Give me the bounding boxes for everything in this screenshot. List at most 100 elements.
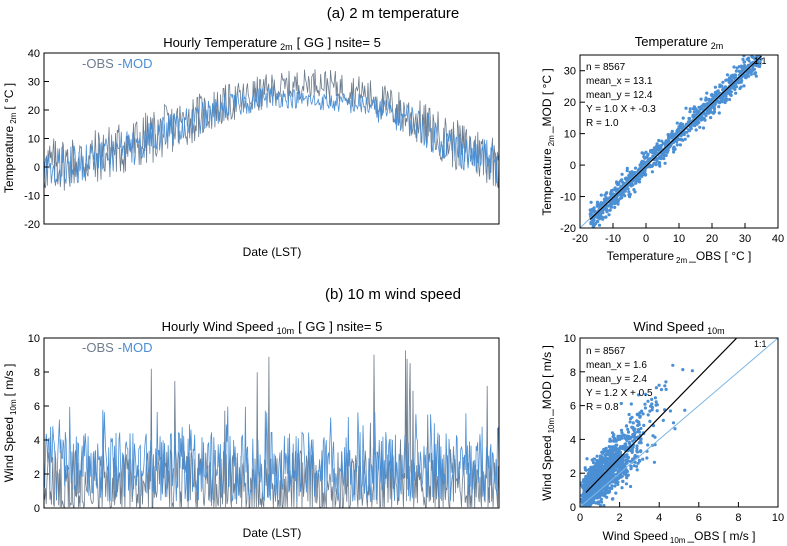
sc-b-point (625, 476, 629, 480)
sc-a-point (599, 201, 603, 205)
sc-b-ticks: 0 2 4 6 8 10 0 2 4 6 8 10 (564, 333, 784, 524)
sc-b-point (624, 459, 628, 463)
ts-a-ylabel-sub: 2m (9, 112, 18, 123)
sc-a-point (721, 80, 725, 84)
sc-a-point (648, 165, 652, 169)
sc-b-point (624, 482, 629, 486)
sc-a-point (656, 147, 660, 151)
sc-b-point (601, 465, 605, 470)
sc-b-point (607, 490, 612, 494)
sc-a-point (694, 128, 698, 132)
sc-b-stats: n = 8567 mean_x = 1.6 mean_y = 2.4 Y = 1… (586, 346, 653, 413)
sc-b-point (588, 490, 593, 495)
sc-b-point (592, 457, 596, 461)
sc-a-point (731, 73, 735, 77)
sc-a-point (698, 125, 702, 129)
sc-b-ytick-label: 4 (570, 434, 576, 446)
sc-a-point (598, 217, 602, 221)
sc-a-point (617, 193, 621, 197)
sc-b-fit-line (585, 338, 737, 493)
sc-b-stat-meanx: mean_x = 1.6 (586, 360, 647, 371)
sc-a-title-sub: 2m (711, 41, 724, 51)
sc-a-point (738, 86, 742, 91)
sc-b-point (636, 430, 640, 434)
sc-a-ylabel: Temperature 2m_MOD [ °C ] (540, 68, 556, 215)
ts-b-title: Hourly Wind Speed 10m[ GG ] nsite= 5 (162, 319, 383, 336)
sc-b-point (628, 436, 632, 441)
sc-a-point (602, 197, 607, 202)
sc-b-point (608, 437, 612, 441)
sc-a-point (644, 150, 648, 154)
sc-a-point (662, 156, 666, 161)
sc-b-point (628, 442, 632, 446)
sc-a-point (724, 78, 728, 82)
sc-b-point (648, 409, 652, 413)
sc-a-point (688, 107, 692, 111)
sc-a-point (739, 76, 743, 80)
sc-b-point (580, 493, 584, 498)
sc-b-point (623, 436, 627, 440)
sc-a-point (633, 166, 638, 170)
sc-a-point (590, 219, 595, 223)
sc-b-point (582, 504, 586, 507)
sc-b-point (598, 503, 603, 507)
sc-a-point (607, 213, 611, 217)
panel-b-heading: (b) 10 m wind speed (325, 286, 461, 303)
sc-a-point (595, 203, 599, 207)
sc-a-point (688, 129, 692, 133)
sc-b-stat-r: R = 0.8 (586, 402, 619, 413)
sc-b-point (599, 497, 604, 501)
sc-a-point (750, 69, 754, 73)
sc-b-point (602, 447, 607, 451)
sc-a-ref-label: 1:1 (754, 56, 767, 66)
sc-b-point (607, 445, 611, 449)
sc-b-point (631, 421, 635, 425)
sc-a-point (699, 118, 704, 122)
sc-a-point (608, 208, 612, 212)
sc-a-stat-fit: Y = 1.0 X + -0.3 (586, 104, 656, 115)
sc-b-point (605, 465, 609, 469)
sc-a-point (589, 200, 593, 204)
ts-a-ytick-label: -10 (24, 191, 40, 203)
sc-a-point (611, 188, 616, 192)
sc-a-point (664, 153, 668, 157)
sc-b-point (616, 469, 620, 473)
sc-b-point (611, 446, 616, 451)
sc-a-point (597, 223, 602, 227)
sc-a-stat-meanx: mean_x = 13.1 (586, 76, 653, 87)
sc-a-xtick-label: 10 (673, 233, 685, 245)
sc-a-point (676, 127, 681, 131)
sc-a-point (713, 90, 718, 94)
ts-a-ylabel-main: Temperature (2, 125, 16, 193)
sc-b-point (635, 447, 639, 451)
sc-b-point (599, 462, 603, 466)
sc-b-ylabel-sub: 10m (547, 418, 556, 434)
sc-b-point (620, 486, 624, 490)
sc-a-point (709, 116, 713, 120)
sc-b-point (608, 474, 613, 478)
sc-a-point (739, 64, 744, 68)
ts-a-title-main: Hourly Temperature (163, 35, 277, 50)
sc-b-point (611, 476, 616, 480)
sc-a-point (727, 76, 732, 80)
sc-b-point (639, 449, 643, 453)
sc-b-point (644, 392, 648, 396)
sc-a-title: Temperature 2m (635, 34, 724, 51)
sc-a-point (754, 46, 757, 49)
sc-b-point (650, 402, 654, 406)
sc-a-point (734, 85, 739, 89)
sc-b-title-main: Wind Speed (633, 319, 704, 334)
panel-a-heading: (a) 2 m temperature (327, 5, 460, 22)
sc-a-point (695, 109, 699, 113)
sc-a-ytick-label: -10 (560, 192, 576, 204)
sc-b-ytick-label: 0 (570, 502, 576, 514)
sc-a-point (666, 148, 670, 152)
sc-b-xlabel-sub: 10m (670, 536, 686, 545)
sc-b-point (596, 495, 600, 499)
ts-b-legend: -OBS -MOD (82, 340, 152, 355)
sc-a-xtick-label: 20 (706, 233, 718, 245)
sc-a-point (642, 170, 646, 174)
sc-b-xtick-label: 4 (656, 512, 662, 524)
sc-b-point (595, 454, 599, 458)
sc-a-ylabel-rest: _MOD [ °C ] (540, 68, 554, 134)
